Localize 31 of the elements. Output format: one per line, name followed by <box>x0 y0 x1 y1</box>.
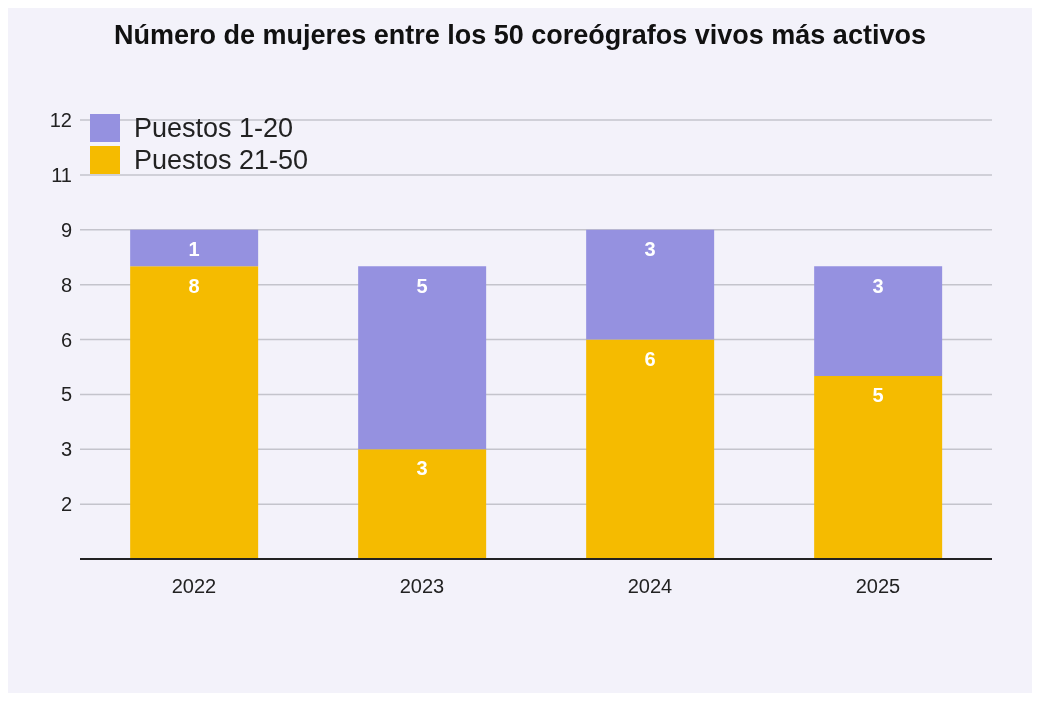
x-tick-label: 2022 <box>171 575 217 598</box>
y-tick-label: 3 <box>60 438 72 461</box>
y-tick-label: 5 <box>60 383 72 406</box>
legend-label: Puestos 21-50 <box>134 144 309 176</box>
bar <box>586 229 715 340</box>
data-label: 3 <box>644 237 656 260</box>
bar <box>814 266 943 377</box>
bar <box>358 449 487 559</box>
y-tick-label: 12 <box>49 109 72 132</box>
bar <box>130 229 259 267</box>
y-tick-label: 11 <box>51 163 72 186</box>
bar <box>358 266 487 450</box>
data-label: 5 <box>872 384 884 407</box>
data-label: 5 <box>416 274 428 297</box>
x-tick-label: 2025 <box>855 575 901 598</box>
y-tick-label: 8 <box>60 273 72 296</box>
data-label: 3 <box>872 274 884 297</box>
y-tick-label: 9 <box>60 218 72 241</box>
x-tick-label: 2023 <box>399 575 445 598</box>
data-label: 3 <box>416 457 428 480</box>
chart-title: Número de mujeres entre los 50 coreógrafos vivos más activos <box>113 20 927 51</box>
x-tick-label: 2024 <box>627 575 673 598</box>
bar <box>814 376 943 559</box>
bar <box>586 339 715 559</box>
bar <box>130 266 259 559</box>
data-label: 6 <box>644 347 656 370</box>
legend-label: Puestos 1-20 <box>134 112 294 144</box>
y-tick-label: 2 <box>60 493 72 516</box>
data-label: 8 <box>188 274 200 297</box>
y-tick-label: 6 <box>60 328 72 351</box>
data-label: 1 <box>188 237 200 260</box>
